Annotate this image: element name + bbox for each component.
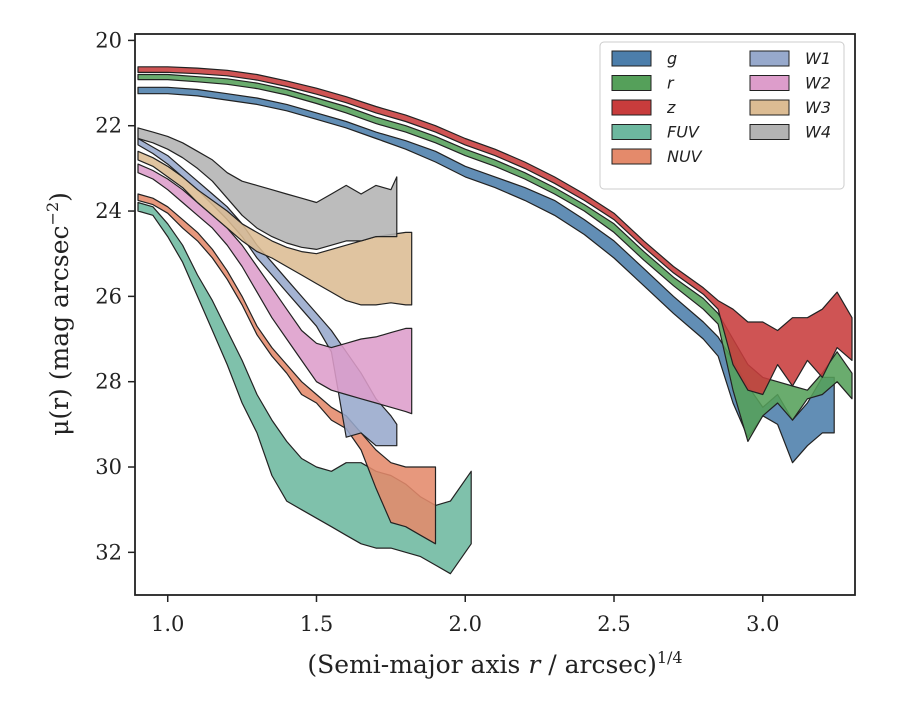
bands-group [137,66,853,575]
band-z [137,66,853,396]
legend-label-r: r [667,74,675,93]
legend-label-g: g [667,49,677,68]
legend-swatch-w3 [749,99,790,116]
y-tick-label: 32 [95,540,122,564]
legend-label-fuv: FUV [667,123,700,142]
legend-label-w2: W2 [805,74,831,93]
legend-swatch-w2 [749,75,790,91]
x-tick-label: 2.5 [597,612,630,636]
x-axis-title: (Semi-major axis r / arcsec)1/4 [307,648,682,679]
y-axis-title: μ(r) (mag arcsec−2) [43,192,74,436]
legend-swatch-z [611,99,652,116]
band-w2 [137,163,413,415]
legend-swatch-w1 [749,50,790,67]
y-tick-label: 26 [95,284,122,308]
band-w3 [137,150,413,306]
y-tick-label: 24 [95,199,122,223]
x-tick-label: 3.0 [746,612,779,636]
x-tick-label: 1.5 [300,612,333,636]
legend-label-w3: W3 [805,98,831,117]
band-r [137,73,853,442]
legend-swatch-nuv [611,148,652,165]
y-tick-label: 30 [95,455,122,479]
x-tick-label: 2.0 [449,612,482,636]
legend-swatch-r [611,75,652,91]
legend-label-z: z [666,98,676,117]
y-tick-label: 20 [95,28,122,52]
band-g [137,86,835,464]
legend-swatch-w4 [749,124,790,140]
x-tick-label: 1.0 [151,612,184,636]
y-tick-label: 28 [95,370,122,394]
x-axis: 1.0 1.5 2.0 2.5 3.0 [151,595,779,636]
legend-swatch-fuv [611,124,652,140]
legend: grz FUV NUV W1 W2 W3 W4 [599,41,845,190]
plot-frame [134,33,856,596]
legend-swatch-g [611,50,652,67]
y-tick-label: 22 [95,114,122,138]
band-nuv [137,193,437,545]
legend-label-w4: W4 [805,123,831,142]
y-axis: 20 22 24 26 28 30 32 [95,28,135,564]
band-w4 [137,127,398,250]
legend-label-w1: W1 [805,49,831,68]
legend-label-nuv: NUV [667,147,703,166]
